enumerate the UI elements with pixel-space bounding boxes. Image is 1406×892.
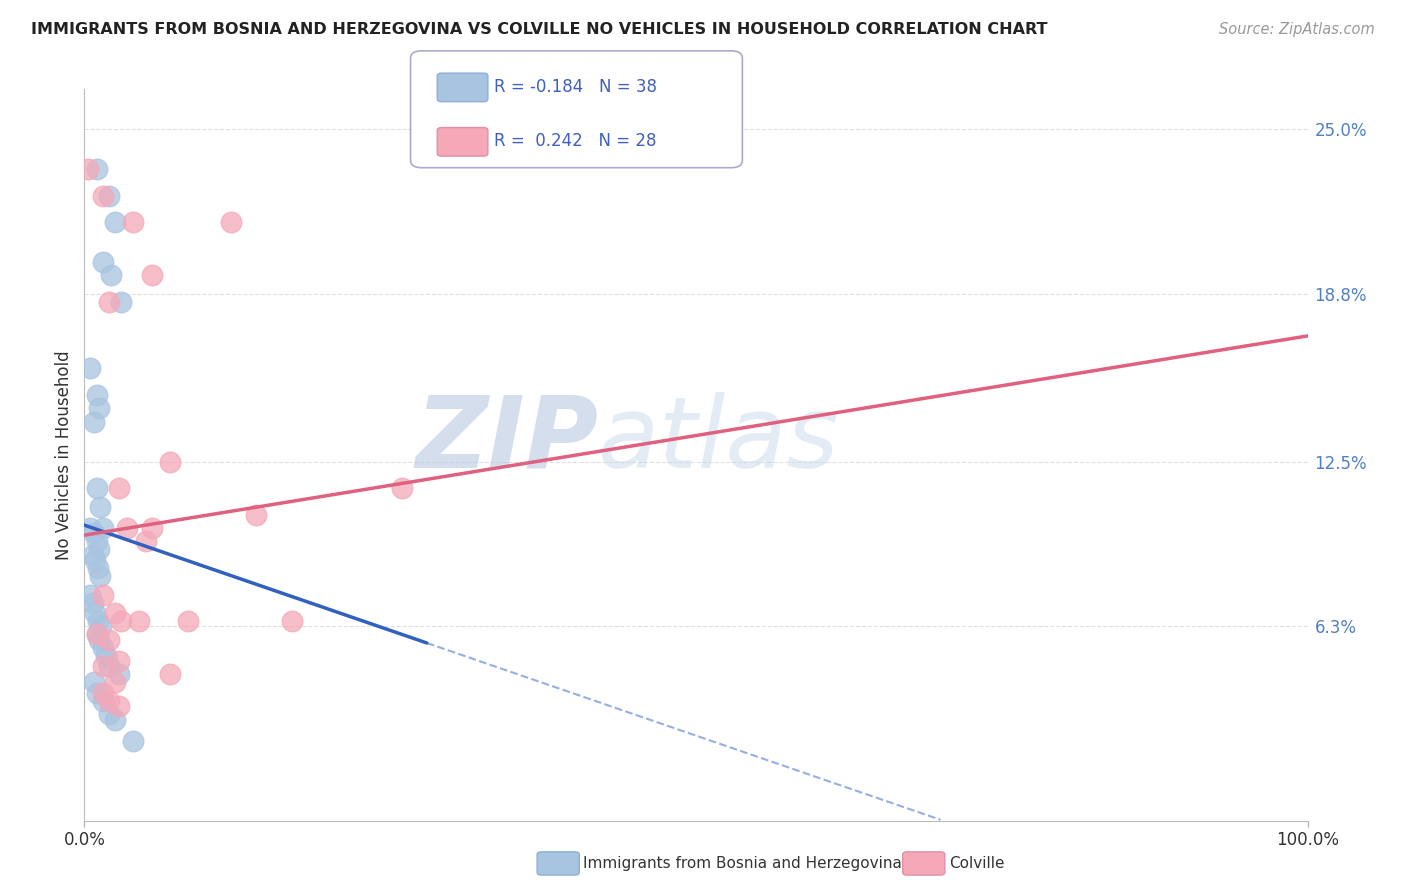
Point: [97, 188, 120, 202]
Point: [104, 713, 127, 727]
Point: [97, 295, 120, 310]
Point: [89, 500, 111, 514]
Point: [83, 526, 105, 541]
Point: [82, 595, 104, 609]
Point: [91, 188, 114, 202]
Point: [91, 686, 114, 700]
Point: [107, 654, 129, 668]
Text: Source: ZipAtlas.com: Source: ZipAtlas.com: [1219, 22, 1375, 37]
Point: [91, 659, 114, 673]
Point: [86, 161, 108, 176]
Point: [110, 614, 132, 628]
Point: [107, 667, 129, 681]
Text: ZIP: ZIP: [415, 392, 598, 489]
Point: [122, 215, 145, 229]
Point: [104, 606, 127, 620]
Point: [79, 361, 101, 376]
Point: [77, 161, 100, 176]
Point: [122, 734, 145, 748]
Y-axis label: No Vehicles in Household: No Vehicles in Household: [55, 350, 73, 560]
Point: [104, 215, 127, 229]
Text: R = -0.184   N = 38: R = -0.184 N = 38: [494, 78, 657, 95]
Point: [391, 481, 413, 495]
Point: [86, 388, 108, 402]
Point: [107, 699, 129, 714]
Point: [219, 215, 242, 229]
Point: [86, 481, 108, 495]
Point: [82, 548, 104, 562]
Point: [84, 606, 107, 620]
Point: [281, 614, 304, 628]
Point: [128, 614, 150, 628]
Point: [86, 627, 108, 641]
Text: Colville: Colville: [949, 856, 1004, 871]
Point: [245, 508, 267, 522]
Point: [87, 561, 110, 575]
Point: [86, 686, 108, 700]
Point: [86, 534, 108, 549]
Point: [141, 521, 163, 535]
Point: [90, 619, 112, 633]
Point: [91, 588, 114, 602]
Point: [91, 640, 114, 655]
Point: [87, 632, 110, 647]
Point: [97, 632, 120, 647]
Point: [83, 675, 105, 690]
Point: [141, 268, 163, 283]
Point: [89, 569, 111, 583]
Point: [159, 667, 181, 681]
Point: [91, 255, 114, 269]
Point: [79, 588, 101, 602]
Point: [84, 553, 107, 567]
Point: [87, 614, 110, 628]
Point: [79, 521, 101, 535]
Point: [97, 707, 120, 722]
Point: [110, 295, 132, 310]
Point: [96, 648, 118, 663]
Point: [83, 415, 105, 429]
Point: [86, 627, 108, 641]
Point: [100, 268, 122, 283]
Point: [177, 614, 200, 628]
Point: [135, 534, 157, 549]
Text: atlas: atlas: [598, 392, 839, 489]
Point: [97, 694, 120, 708]
Text: R =  0.242   N = 28: R = 0.242 N = 28: [494, 132, 657, 150]
Point: [159, 454, 181, 468]
Point: [87, 401, 110, 416]
Point: [91, 694, 114, 708]
Point: [87, 542, 110, 557]
Point: [107, 481, 129, 495]
Point: [97, 659, 120, 673]
Point: [115, 521, 138, 535]
Point: [91, 521, 114, 535]
Point: [104, 675, 127, 690]
Text: IMMIGRANTS FROM BOSNIA AND HERZEGOVINA VS COLVILLE NO VEHICLES IN HOUSEHOLD CORR: IMMIGRANTS FROM BOSNIA AND HERZEGOVINA V…: [31, 22, 1047, 37]
Text: Immigrants from Bosnia and Herzegovina: Immigrants from Bosnia and Herzegovina: [583, 856, 903, 871]
